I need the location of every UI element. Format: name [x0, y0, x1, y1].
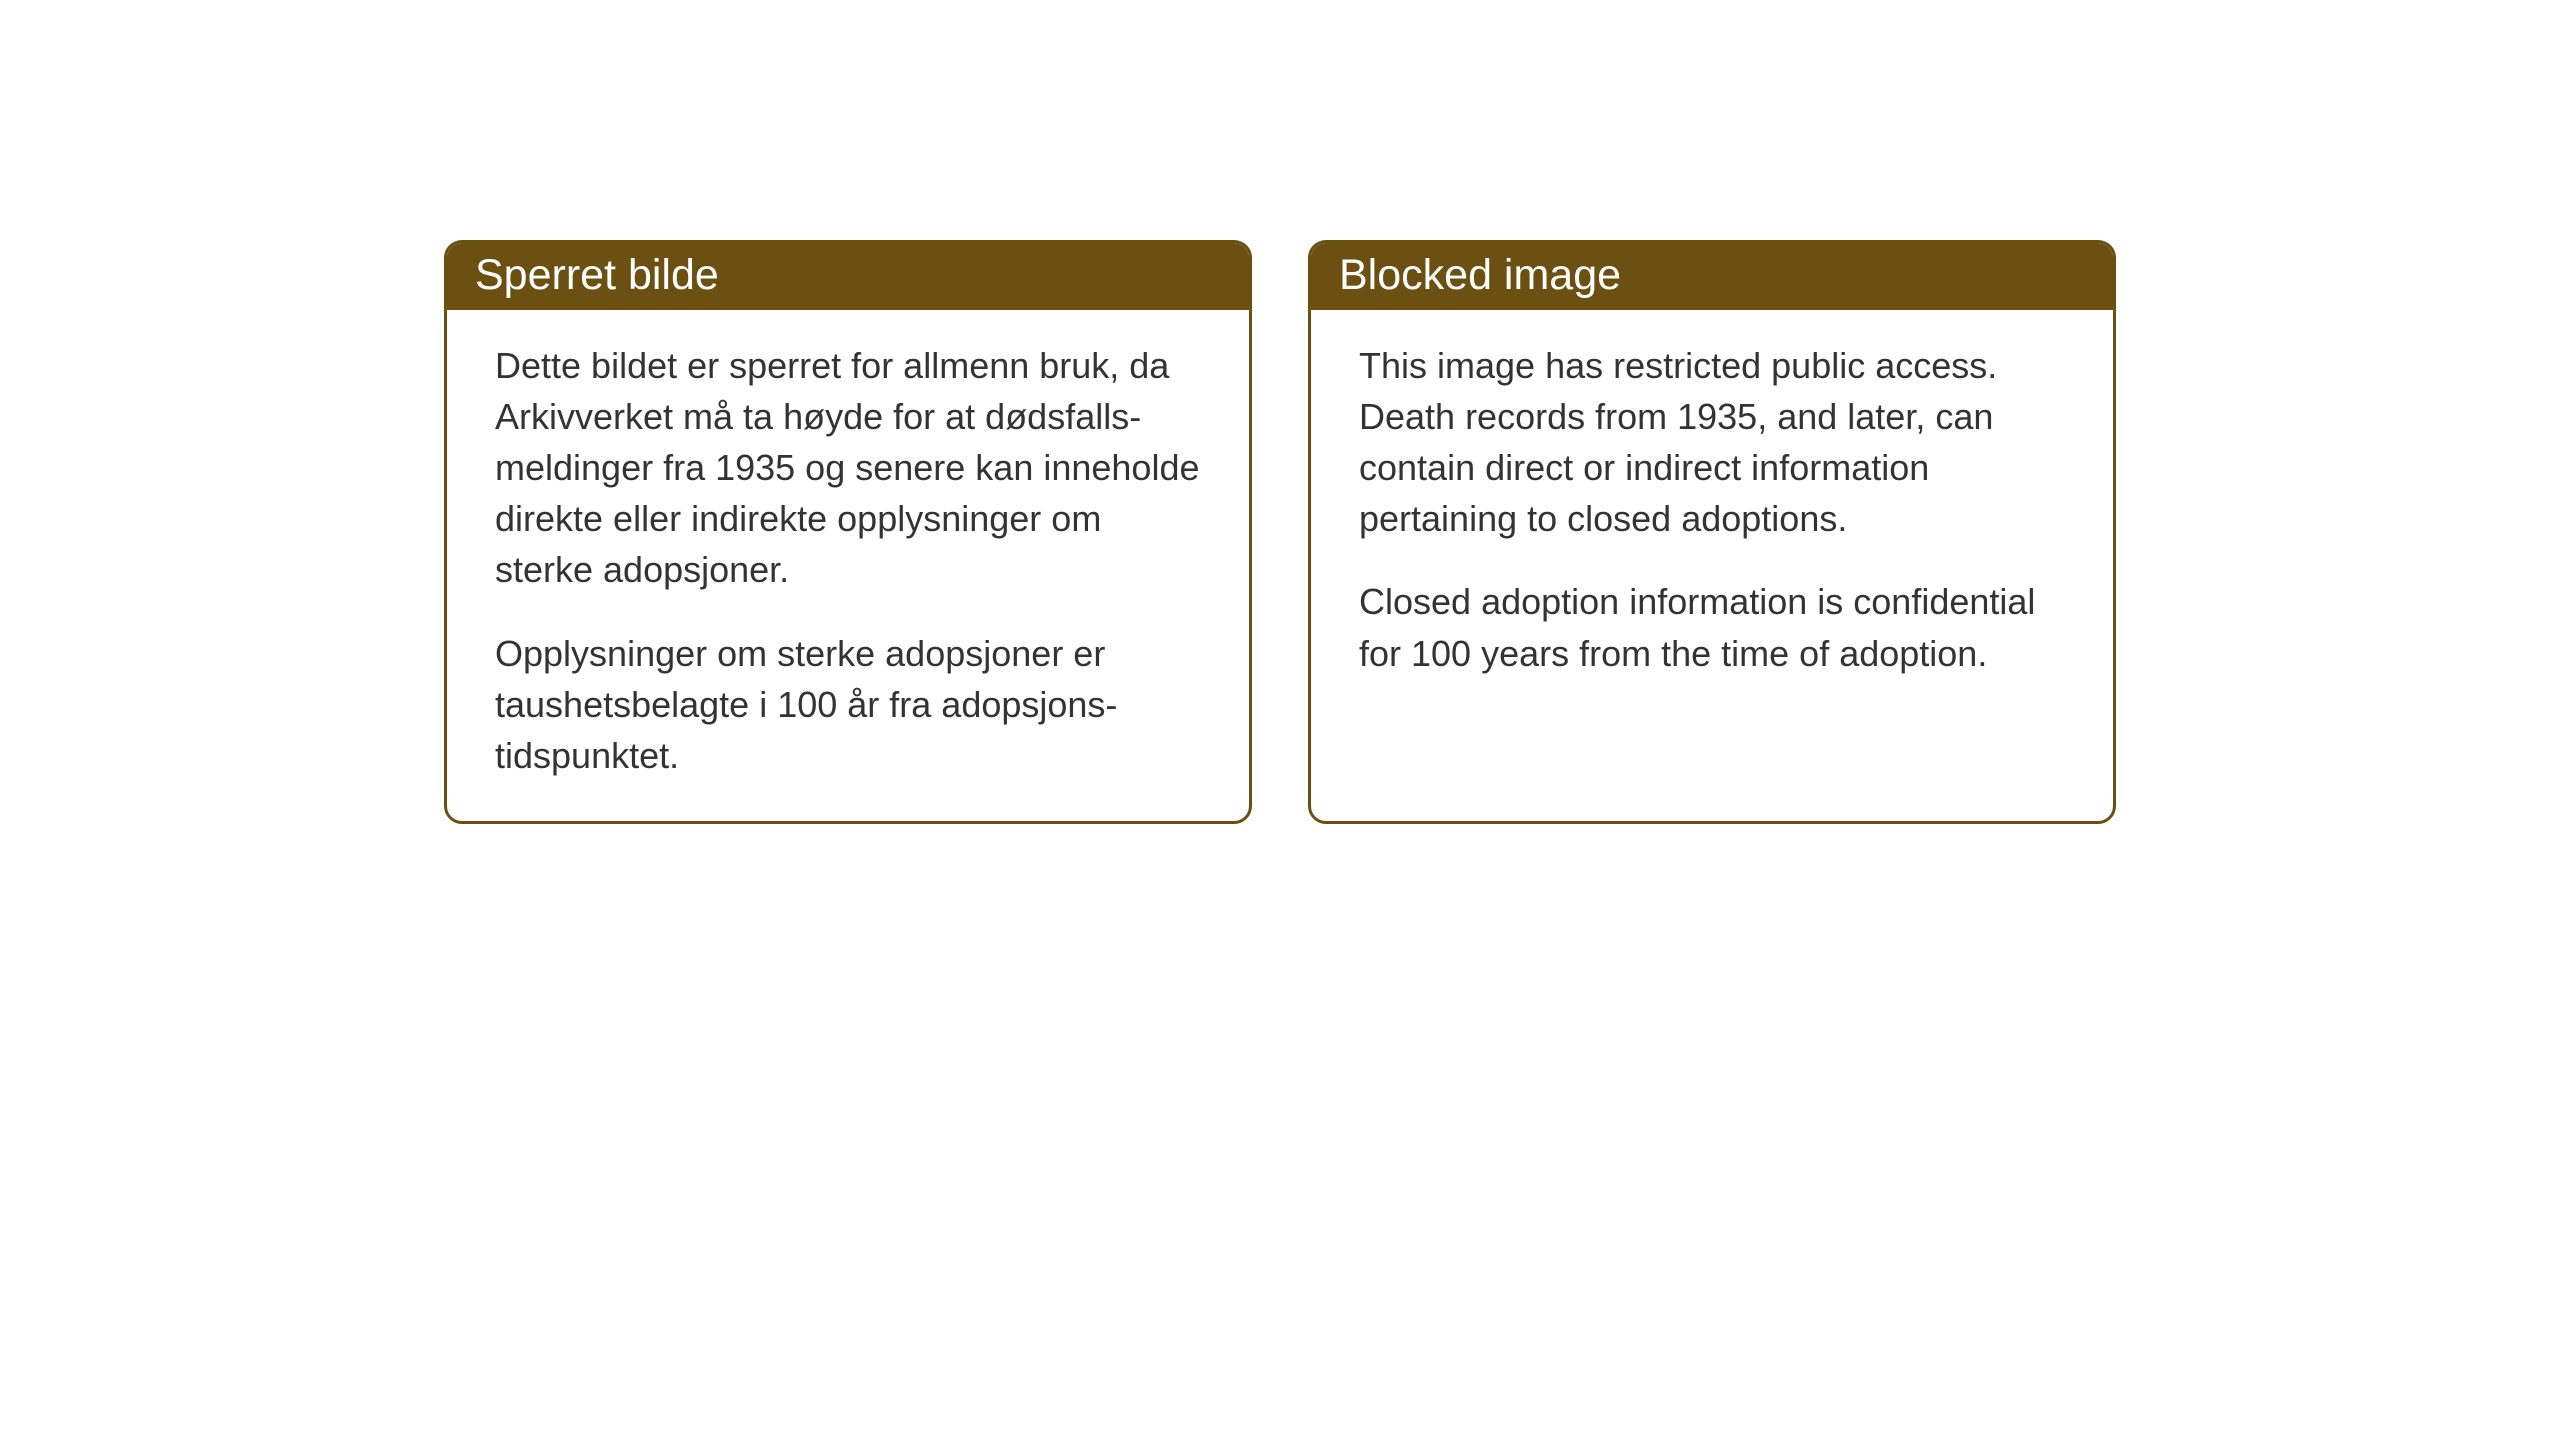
notice-body-norwegian: Dette bildet er sperret for allmenn bruk…: [447, 310, 1249, 821]
notices-container: Sperret bilde Dette bildet er sperret fo…: [444, 240, 2116, 824]
notice-paragraph: Opplysninger om sterke adopsjoner er tau…: [495, 628, 1201, 781]
notice-paragraph: Dette bildet er sperret for allmenn bruk…: [495, 340, 1201, 596]
notice-box-norwegian: Sperret bilde Dette bildet er sperret fo…: [444, 240, 1252, 824]
notice-header-norwegian: Sperret bilde: [447, 243, 1249, 310]
notice-header-english: Blocked image: [1311, 243, 2113, 310]
notice-paragraph: Closed adoption information is confident…: [1359, 576, 2065, 678]
notice-body-english: This image has restricted public access.…: [1311, 310, 2113, 777]
notice-paragraph: This image has restricted public access.…: [1359, 340, 2065, 544]
notice-box-english: Blocked image This image has restricted …: [1308, 240, 2116, 824]
